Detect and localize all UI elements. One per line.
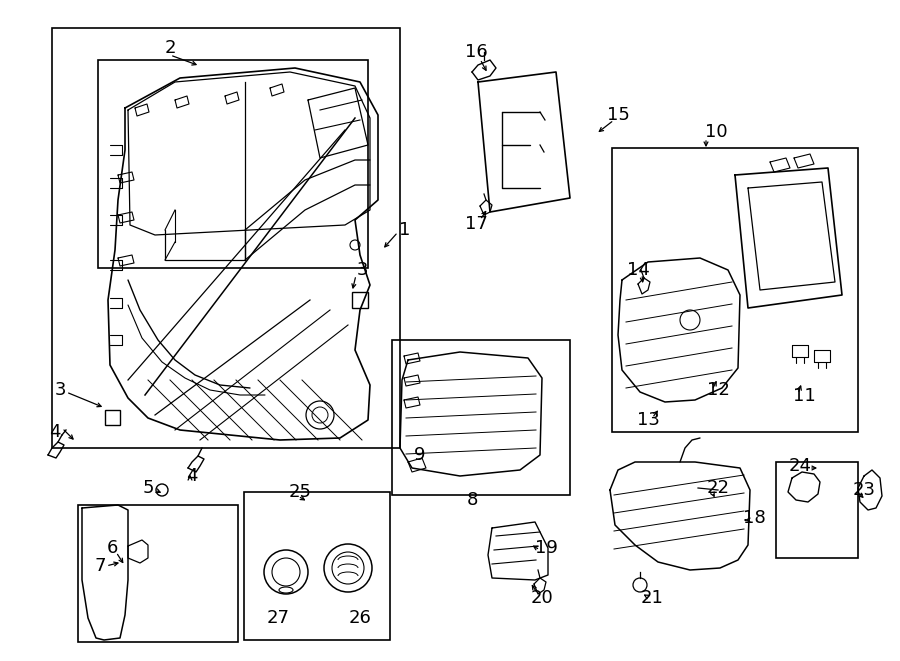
- Text: 3: 3: [356, 261, 368, 279]
- Bar: [78, 505, 238, 642]
- Bar: [392, 340, 570, 495]
- Text: 10: 10: [705, 123, 727, 141]
- Text: 7: 7: [94, 557, 106, 575]
- Text: 4: 4: [50, 423, 61, 441]
- Bar: [52, 28, 400, 448]
- Text: 13: 13: [636, 411, 660, 429]
- Text: 18: 18: [742, 509, 765, 527]
- Text: 5: 5: [142, 479, 154, 497]
- Text: 23: 23: [852, 481, 876, 499]
- Bar: [612, 148, 858, 432]
- Bar: [98, 60, 368, 268]
- Text: 3: 3: [54, 381, 66, 399]
- Bar: [105, 410, 120, 425]
- Text: 25: 25: [289, 483, 311, 501]
- Text: 2: 2: [164, 39, 176, 57]
- Text: 27: 27: [266, 609, 290, 627]
- Text: 15: 15: [607, 106, 629, 124]
- Text: 21: 21: [641, 589, 663, 607]
- Bar: [776, 462, 858, 558]
- Text: 20: 20: [531, 589, 554, 607]
- Text: 11: 11: [793, 387, 815, 405]
- Bar: [352, 292, 368, 308]
- Text: 6: 6: [106, 539, 118, 557]
- Text: 4: 4: [186, 467, 198, 485]
- Text: 17: 17: [464, 215, 488, 233]
- Text: 26: 26: [348, 609, 372, 627]
- Text: 22: 22: [706, 479, 730, 497]
- Text: 24: 24: [788, 457, 812, 475]
- Text: 16: 16: [464, 43, 488, 61]
- Text: 19: 19: [535, 539, 557, 557]
- Text: 9: 9: [414, 446, 426, 464]
- Bar: [244, 492, 390, 640]
- Text: 14: 14: [626, 261, 650, 279]
- Text: 8: 8: [466, 491, 478, 509]
- Text: 12: 12: [706, 381, 729, 399]
- Text: 1: 1: [400, 221, 410, 239]
